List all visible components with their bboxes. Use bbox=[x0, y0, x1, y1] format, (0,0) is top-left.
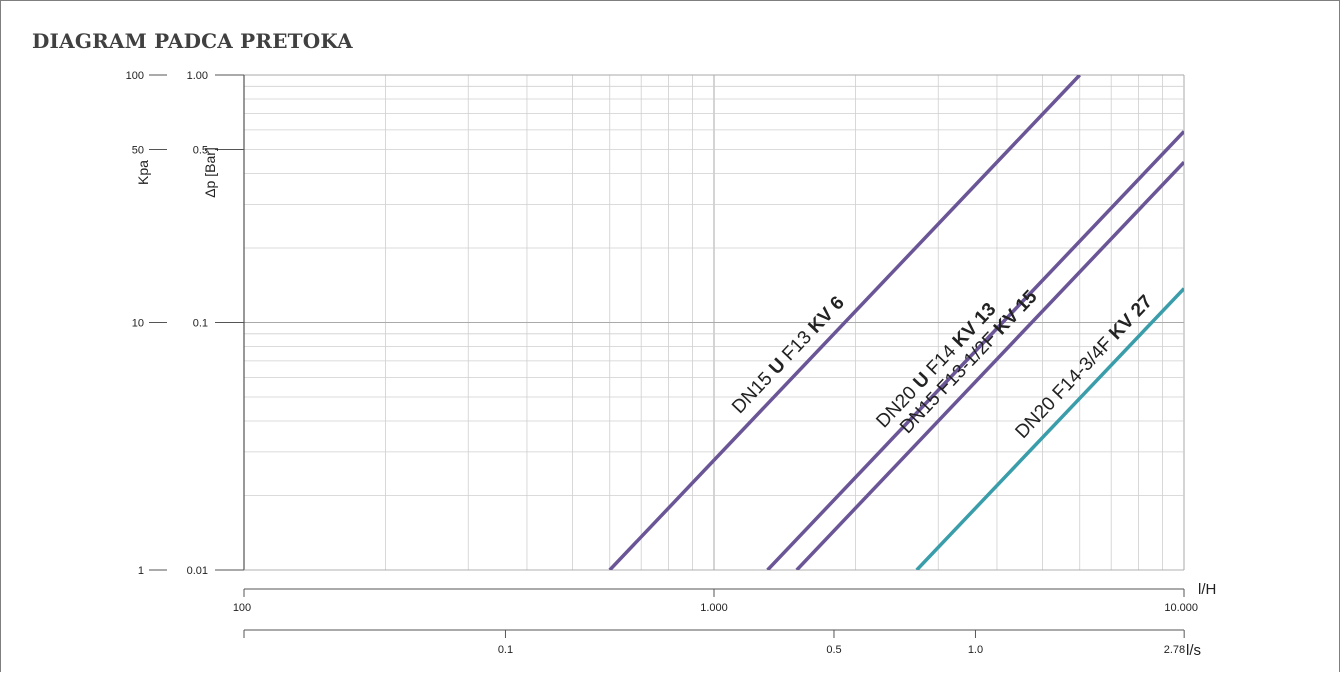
y2-tick-label: 1 bbox=[138, 565, 144, 577]
series-line-1 bbox=[608, 75, 1082, 570]
series-line-2 bbox=[766, 130, 1184, 570]
y-tick-label: 1.00 bbox=[187, 70, 208, 82]
y-tick-label: 0.5 bbox=[193, 145, 208, 157]
y2-axis-title: Kpa bbox=[135, 160, 151, 185]
y-tick-label: 0.01 bbox=[187, 565, 208, 577]
series bbox=[608, 75, 1184, 570]
series-label-4: DN20 F14-3/4F KV 27 bbox=[1011, 291, 1156, 443]
y-axis-title: Δp [Bar] bbox=[202, 147, 218, 198]
x-axis-unit: l/H bbox=[1198, 581, 1216, 598]
x-tick-label: 100 bbox=[233, 602, 251, 614]
series-label-1: DN15 U F13 KV 6 bbox=[728, 292, 849, 418]
y2-tick-label: 50 bbox=[132, 145, 144, 157]
x-tick-label: 10.000 bbox=[1164, 602, 1198, 614]
y-tick-label: 0.1 bbox=[193, 318, 208, 330]
series-label-part: KV 27 bbox=[1105, 291, 1157, 344]
series-label-2: DN20 U F14 KV 13 bbox=[872, 299, 1000, 432]
x2-tick-label: 2.78 bbox=[1164, 644, 1185, 656]
chart-title: DIAGRAM PADCA PRETOKA bbox=[32, 29, 353, 53]
series-line-3 bbox=[795, 160, 1184, 570]
series-line-4 bbox=[915, 287, 1184, 570]
x2-tick-label: 0.5 bbox=[826, 644, 841, 656]
y2-tick-label: 100 bbox=[126, 70, 144, 82]
x2-tick-label: 1.0 bbox=[968, 644, 983, 656]
series-label-3: DN15 F13-1/2F KV 15 bbox=[896, 286, 1042, 438]
y2-tick-label: 10 bbox=[132, 318, 144, 330]
x2-axis-unit: l/s bbox=[1186, 642, 1201, 659]
x-tick-label: 1.000 bbox=[700, 602, 728, 614]
grid bbox=[244, 74, 1185, 570]
x2-tick-label: 0.1 bbox=[498, 644, 513, 656]
